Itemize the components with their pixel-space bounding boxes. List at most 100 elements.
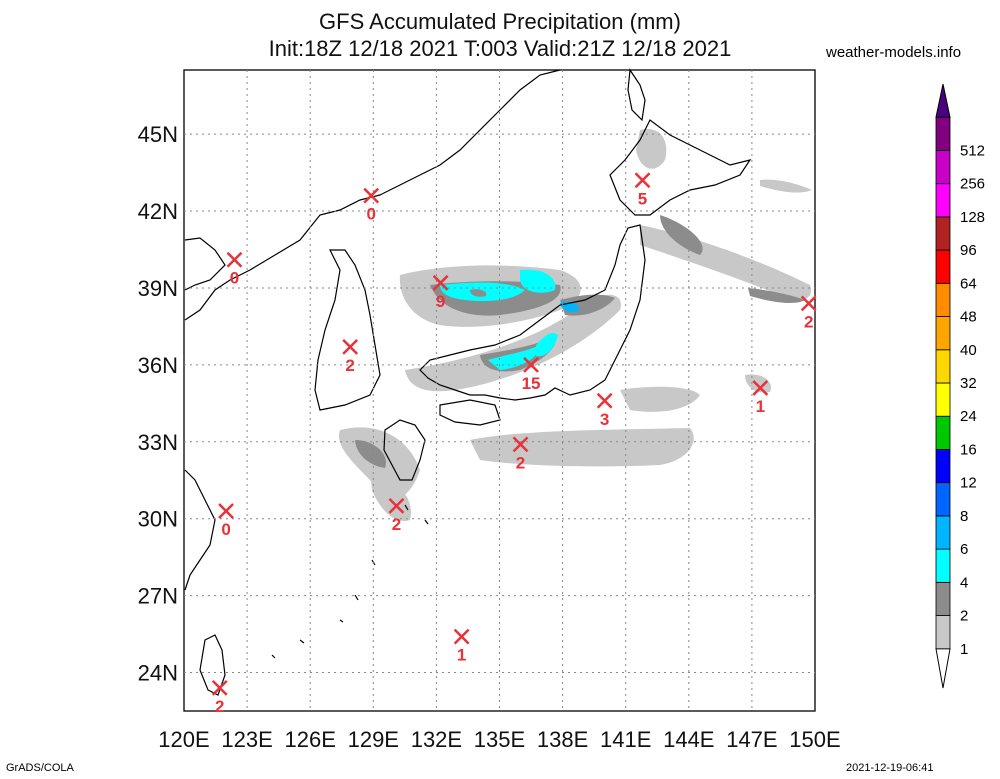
colorbar-segment <box>935 415 951 450</box>
colorbar-level-label: 12 <box>960 475 977 492</box>
colorbar-level-label: 24 <box>960 408 977 425</box>
colorbar-segment <box>935 615 951 650</box>
chart-subtitle: Init:18Z 12/18 2021 T:003 Valid:21Z 12/1… <box>268 36 732 61</box>
lon-tick-label: 147E <box>726 727 777 752</box>
lon-tick-labels: 120E 123E 126E 129E 132E 135E 138E 141E 144E 147E… <box>158 727 840 752</box>
station-value: 2 <box>345 356 354 375</box>
colorbar-segment <box>935 449 951 484</box>
colorbar-level-label: 128 <box>960 209 985 226</box>
cross-icon <box>523 356 539 373</box>
footer-credit: GrADS/COLA <box>6 762 74 774</box>
colorbar-segment <box>935 183 951 218</box>
station-marker: 2 <box>342 339 359 375</box>
colorbar-segment <box>935 216 951 251</box>
lon-tick-label: 138E <box>537 727 588 752</box>
station-marker: 2 <box>800 295 817 331</box>
cross-icon <box>218 503 234 519</box>
site-label: weather-models.info <box>826 44 962 61</box>
cross-icon <box>596 392 613 409</box>
station-marker: 0 <box>226 251 243 288</box>
cross-icon <box>342 339 359 355</box>
colorbar-level-label: 512 <box>960 142 985 159</box>
lon-tick-label: 150E <box>789 727 840 752</box>
cross-icon <box>634 172 651 189</box>
colorbar-upper-arrow <box>935 83 951 118</box>
lon-tick-label: 135E <box>474 727 525 752</box>
station-marker: 9 <box>432 274 449 311</box>
station-marker: 0 <box>218 503 234 539</box>
station-value: 0 <box>221 520 230 539</box>
lat-tick-label: 36N <box>138 353 178 378</box>
station-value: 9 <box>436 292 445 311</box>
lat-tick-label: 42N <box>138 199 178 224</box>
lat-tick-label: 24N <box>138 661 178 686</box>
colorbar-level-label: 6 <box>960 541 968 558</box>
station-value: 2 <box>516 453 525 472</box>
lat-tick-label: 30N <box>138 507 178 532</box>
cross-icon <box>226 251 243 268</box>
cross-icon <box>432 274 449 291</box>
lat-tick-labels: 24N 27N 30N 33N 36N 39N 42N 45N <box>138 122 178 685</box>
colorbar-segment <box>935 581 951 616</box>
colorbar-level-label: 40 <box>960 342 977 359</box>
station-marker: 1 <box>453 628 470 665</box>
lon-tick-label: 144E <box>663 727 714 752</box>
colorbar-level-label: 32 <box>960 375 977 392</box>
cross-icon <box>453 628 470 645</box>
station-marker: 3 <box>596 392 613 429</box>
colorbar-segment <box>935 116 951 151</box>
gridlines <box>184 70 815 711</box>
cross-icon <box>752 380 769 396</box>
colorbar-lower-arrow <box>935 648 951 689</box>
chart-title: GFS Accumulated Precipitation (mm) <box>319 9 681 34</box>
station-marker: 2 <box>211 680 228 716</box>
lon-tick-label: 141E <box>600 727 651 752</box>
station-value: 15 <box>522 374 541 393</box>
colorbar-segment <box>935 316 951 351</box>
colorbar-level-label: 8 <box>960 508 968 525</box>
station-marker: 15 <box>522 356 541 393</box>
station-value: 0 <box>366 205 375 224</box>
colorbar-level-label: 1 <box>960 641 968 658</box>
station-marker: 1 <box>752 380 769 416</box>
colorbar-level-label: 48 <box>960 309 977 326</box>
cross-icon <box>512 436 529 453</box>
station-value: 2 <box>215 697 224 716</box>
lon-tick-label: 120E <box>158 727 209 752</box>
colorbar-level-label: 256 <box>960 176 985 193</box>
colorbar-level-label: 2 <box>960 608 968 625</box>
precip-shading <box>339 129 812 521</box>
station-markers: 0 0 2 9 5 2 15 3 1 2 2 0 1 2 <box>211 172 817 716</box>
lon-tick-label: 132E <box>411 727 462 752</box>
colorbar-segment <box>935 249 951 284</box>
colorbar-segment <box>935 382 951 417</box>
lat-tick-label: 39N <box>138 276 178 301</box>
colorbar-level-label: 16 <box>960 441 977 458</box>
colorbar-segment <box>935 150 951 185</box>
station-marker: 0 <box>363 187 380 224</box>
station-value: 1 <box>756 397 765 416</box>
station-value: 2 <box>804 312 813 331</box>
station-marker: 2 <box>512 436 529 472</box>
lon-tick-label: 126E <box>285 727 336 752</box>
station-value: 1 <box>457 646 466 665</box>
station-value: 2 <box>392 515 401 534</box>
lat-tick-label: 45N <box>138 122 178 147</box>
colorbar-segment <box>935 482 951 517</box>
colorbar-segment <box>935 282 951 317</box>
station-marker: 2 <box>388 497 405 534</box>
colorbar-level-label: 64 <box>960 275 977 292</box>
cross-icon <box>388 497 405 514</box>
station-marker: 5 <box>634 172 651 208</box>
colorbar-level-label: 96 <box>960 242 977 259</box>
colorbar-segment <box>935 548 951 583</box>
lat-tick-label: 27N <box>138 584 178 609</box>
station-value: 0 <box>230 269 239 288</box>
lon-tick-label: 129E <box>348 727 399 752</box>
lon-tick-label: 123E <box>221 727 272 752</box>
lat-tick-label: 33N <box>138 430 178 455</box>
footer-timestamp: 2021-12-19-06:41 <box>846 762 934 774</box>
station-value: 5 <box>638 189 647 208</box>
